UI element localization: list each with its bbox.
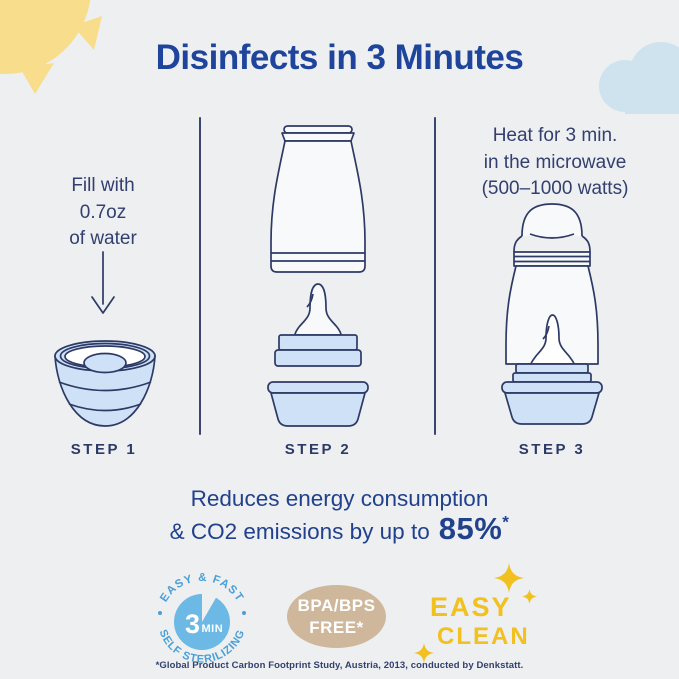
column-divider-2	[434, 117, 436, 435]
cloud-icon	[591, 40, 679, 114]
bpa-free-badge: BPA/BPS FREE*	[287, 585, 386, 648]
benefit-line2-text: & CO2 emissions by up to	[169, 519, 430, 544]
column-divider-1	[199, 117, 201, 435]
benefit-line1: Reduces energy consumption	[190, 486, 489, 511]
sun-icon	[0, 0, 102, 94]
benefit-asterisk: *	[502, 512, 510, 532]
step2-parts-illustration	[267, 125, 369, 427]
badge-number: 3	[185, 609, 200, 639]
base-illustration	[267, 381, 369, 427]
badge-unit: MIN	[202, 623, 224, 635]
benefit-line2: & CO2 emissions by up to 85%*	[0, 511, 679, 547]
easy-clean-line2: CLEAN	[437, 623, 530, 650]
step3-label: STEP 3	[518, 441, 586, 458]
self-sterilizing-badge: 3 MIN EASY & FAST SELF STERILIZING	[157, 572, 247, 666]
step1-instruction: Fill with 0.7oz of water	[69, 175, 137, 250]
nipple-illustration	[294, 283, 342, 336]
step1-label: STEP 1	[70, 441, 138, 458]
sparkle-icon	[494, 563, 524, 593]
step3-instruction: Heat for 3 min. in the microwave (500–10…	[481, 125, 629, 200]
bpa-badge-line2: FREE*	[309, 617, 364, 637]
page-title: Disinfects in 3 Minutes	[155, 38, 524, 77]
bowl-illustration	[54, 340, 156, 427]
clock-wedge-icon	[202, 593, 217, 622]
bottle-cover-illustration	[270, 125, 366, 273]
assembled-bottle-illustration	[501, 203, 603, 425]
sparkle-icon	[522, 589, 537, 604]
nipple-inside-illustration	[530, 314, 575, 365]
down-arrow-icon	[91, 251, 115, 314]
collar-illustration	[274, 334, 362, 367]
bpa-badge-line1: BPA/BPS	[297, 596, 376, 616]
badge-dot-right	[242, 611, 246, 615]
benefit-highlight: 85%*	[438, 511, 510, 546]
footnote: *Global Product Carbon Footprint Study, …	[155, 660, 524, 671]
easy-clean-badge: EASY CLEAN	[412, 563, 562, 668]
step2-label: STEP 2	[284, 441, 352, 458]
sparkle-icon	[414, 643, 434, 663]
easy-clean-line1: EASY	[430, 592, 512, 622]
badge-dot-left	[158, 611, 162, 615]
